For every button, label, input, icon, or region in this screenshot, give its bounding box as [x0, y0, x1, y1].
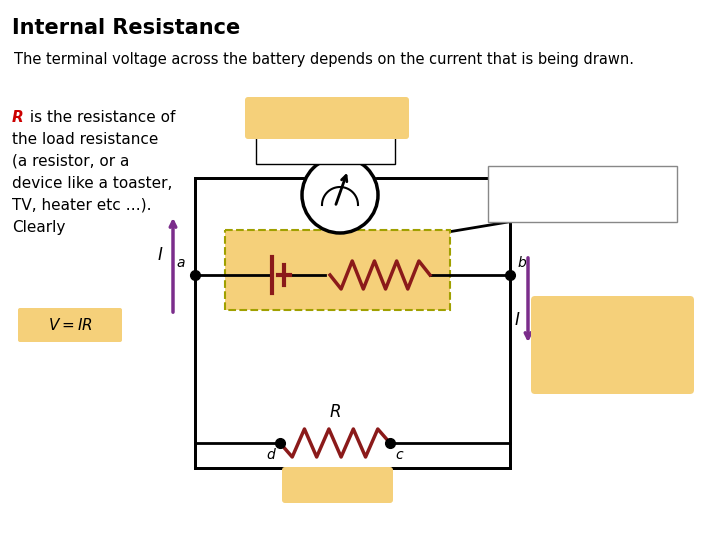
Text: a: a — [176, 256, 185, 270]
Text: TV, heater etc …).: TV, heater etc …). — [12, 198, 151, 213]
Text: Battery with: Battery with — [498, 176, 575, 188]
Text: $V = IR$: $V = IR$ — [48, 317, 92, 333]
FancyBboxPatch shape — [256, 136, 395, 164]
FancyBboxPatch shape — [18, 308, 122, 342]
Text: the load resistance: the load resistance — [12, 132, 158, 147]
Text: $r$: $r$ — [603, 195, 611, 208]
Text: $r$: $r$ — [370, 245, 380, 263]
Text: $I = \dfrac{\varepsilon}{R+r}$: $I = \dfrac{\varepsilon}{R+r}$ — [573, 327, 652, 362]
Text: emf: emf — [566, 176, 591, 188]
Text: (a resistor, or a: (a resistor, or a — [12, 154, 130, 169]
Text: Internal Resistance: Internal Resistance — [12, 18, 240, 38]
FancyBboxPatch shape — [488, 166, 677, 222]
Text: c: c — [395, 448, 402, 462]
Bar — [225, 230, 450, 310]
Text: -: - — [259, 295, 265, 310]
FancyBboxPatch shape — [531, 296, 694, 394]
Text: $I$: $I$ — [513, 311, 520, 329]
Text: $V = IR$: $V = IR$ — [313, 476, 362, 494]
Text: is the resistance of: is the resistance of — [25, 110, 176, 125]
Text: +: + — [278, 295, 290, 310]
FancyBboxPatch shape — [245, 97, 409, 139]
Text: b: b — [518, 256, 527, 270]
Text: .: . — [614, 195, 618, 208]
Text: The terminal voltage across the battery depends on the current that is being dra: The terminal voltage across the battery … — [14, 52, 634, 67]
Text: device like a toaster,: device like a toaster, — [12, 176, 172, 191]
Text: Clearly: Clearly — [12, 220, 66, 235]
Text: R: R — [12, 110, 24, 125]
Text: d: d — [266, 448, 275, 462]
Circle shape — [302, 157, 378, 233]
Bar — [195, 178, 510, 468]
Text: $R$: $R$ — [329, 403, 341, 421]
Text: Terminal voltage: Terminal voltage — [276, 144, 374, 157]
Text: and: and — [603, 176, 629, 188]
Text: internal resistance: internal resistance — [498, 195, 612, 208]
Text: $V = \varepsilon - Ir$: $V = \varepsilon - Ir$ — [283, 109, 372, 127]
Text: $\varepsilon$: $\varepsilon$ — [590, 176, 598, 188]
Text: $I$: $I$ — [156, 246, 163, 264]
FancyBboxPatch shape — [282, 467, 393, 503]
Text: $\varepsilon$: $\varepsilon$ — [248, 250, 262, 274]
